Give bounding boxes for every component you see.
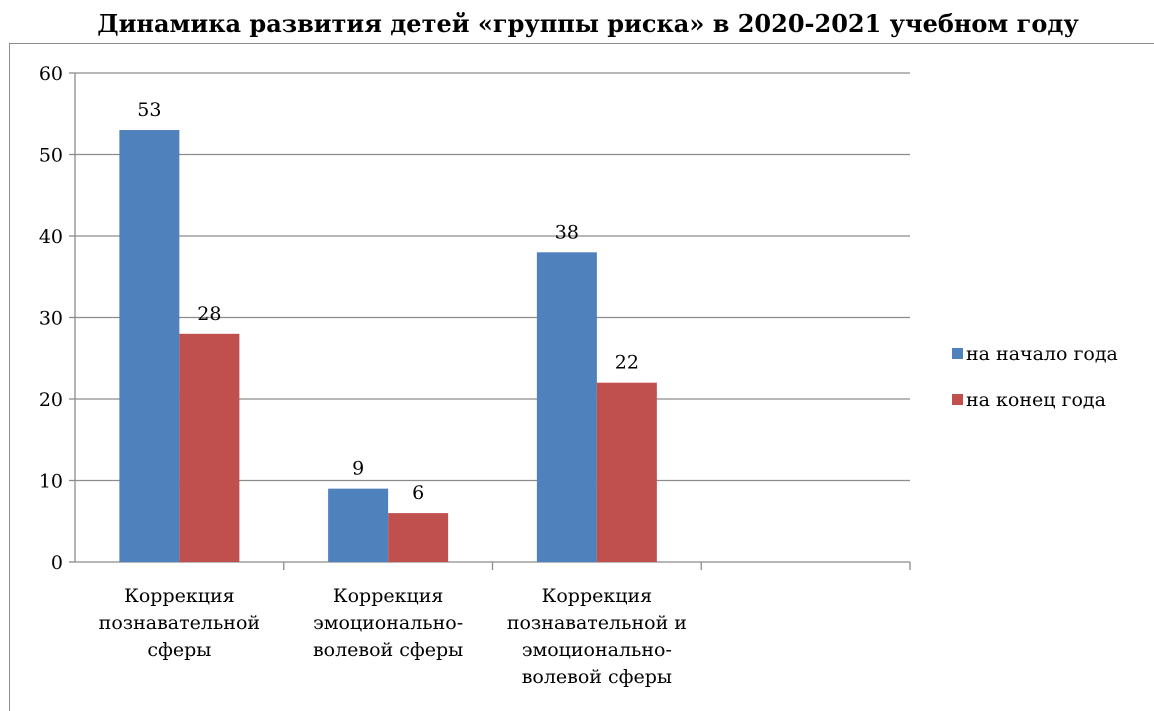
- grid: [75, 72, 910, 482]
- y-tick-label: 50: [39, 145, 63, 167]
- legend: на начало года на конец года: [952, 343, 1118, 411]
- bar: [179, 333, 240, 562]
- y-tick-label: 60: [39, 63, 63, 85]
- legend-swatch: [952, 394, 963, 405]
- y-tick-label: 40: [39, 226, 63, 248]
- data-label: 28: [197, 303, 221, 325]
- legend-swatch: [952, 348, 963, 359]
- y-tick-label: 0: [51, 552, 63, 574]
- bar: [388, 513, 449, 562]
- x-tick-label: Коррекция эмоционально-волевой сферы: [313, 585, 463, 661]
- y-tick-label: 20: [39, 389, 63, 411]
- legend-label: на конец года: [966, 389, 1106, 411]
- bar: [596, 382, 657, 562]
- bar: [328, 488, 389, 562]
- bar: [119, 130, 180, 563]
- data-label: 38: [555, 221, 579, 243]
- labels: 53 28 Коррекция познавательной сферы 9 6 Коррек…: [99, 99, 687, 688]
- y-tick-label: 10: [39, 471, 63, 493]
- data-label: 6: [412, 482, 424, 504]
- bar: [536, 252, 597, 563]
- x-tick-label: Коррекция познавательной и эмоционально-во…: [507, 585, 687, 688]
- x-tick-label: Коррекция познавательной сферы: [99, 585, 260, 661]
- data-label: 9: [352, 458, 364, 480]
- chart-border: [9, 43, 1154, 711]
- data-label: 22: [615, 352, 639, 374]
- y-tick-label: 30: [39, 308, 63, 330]
- bars: [119, 130, 657, 563]
- chart-title: Динамика развития детей «группы риска» в…: [97, 9, 1079, 38]
- data-label: 53: [137, 99, 161, 121]
- legend-label: на начало года: [966, 343, 1118, 365]
